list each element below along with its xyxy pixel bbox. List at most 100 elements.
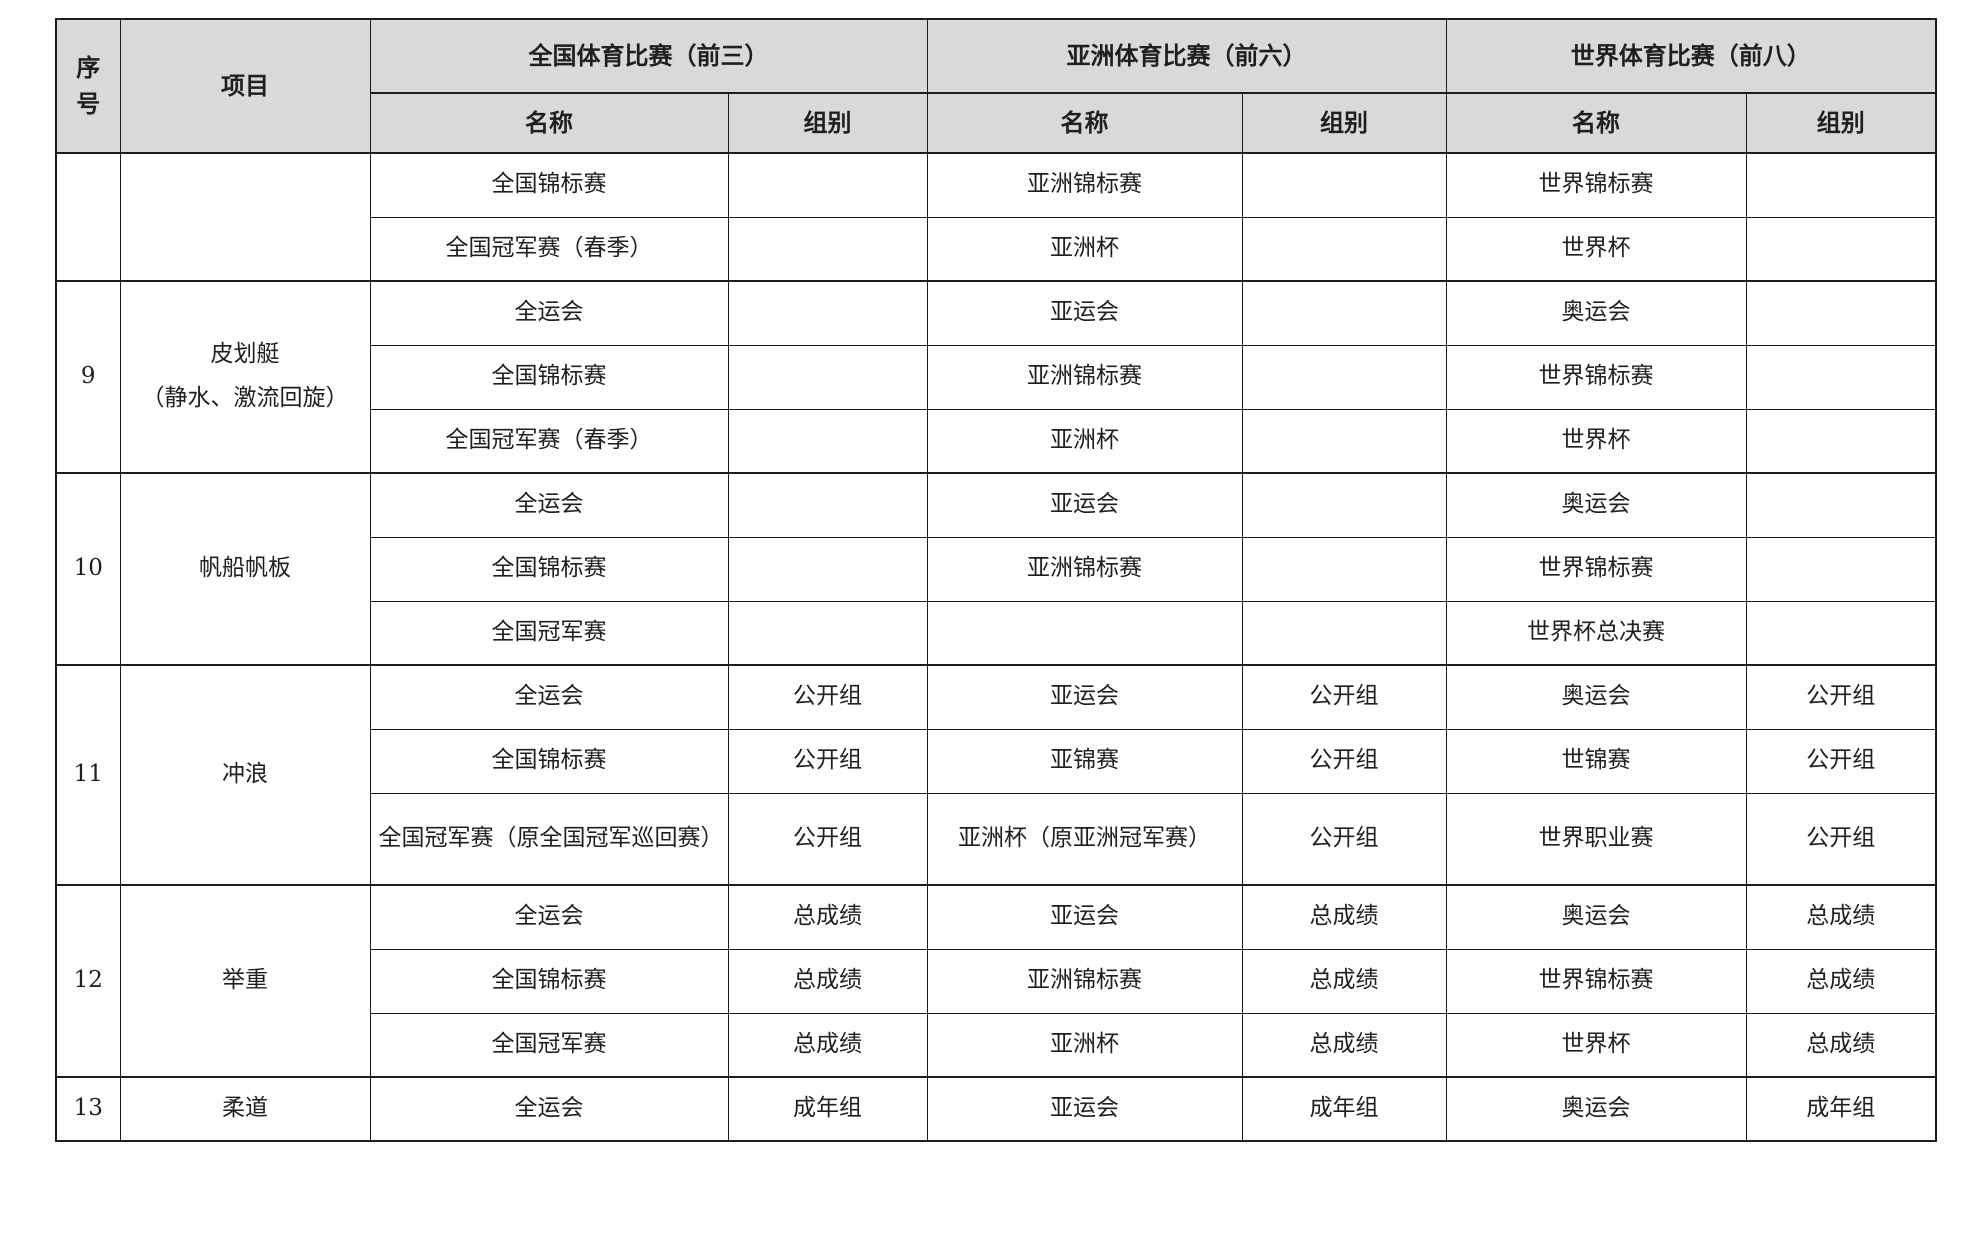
- seq-cell: 12: [55, 884, 121, 1078]
- national-group-cell: 公开组: [727, 664, 928, 730]
- national-group-cell: [727, 280, 928, 346]
- national-name-cell: 全国锦标赛: [369, 536, 729, 602]
- national-group-cell: [727, 472, 928, 538]
- asian-group-cell: [1241, 536, 1447, 602]
- world-name-cell: 世锦赛: [1445, 728, 1747, 794]
- header-seq-line2: 号: [76, 89, 101, 118]
- asian-name-cell: 亚洲杯（原亚洲冠军赛）: [926, 792, 1243, 886]
- item-line1: 皮划艇: [210, 341, 280, 368]
- national-group-cell: 总成绩: [727, 884, 928, 950]
- item-line1: 帆船帆板: [199, 555, 291, 582]
- table-row: 11 冲浪 全运会 公开组 亚运会 公开组 奥运会 公开组: [55, 664, 1937, 886]
- seq-cell: 11: [55, 664, 121, 886]
- world-group-cell: [1745, 536, 1937, 602]
- world-group-cell: [1745, 472, 1937, 538]
- world-group-cell: 总成绩: [1745, 1012, 1937, 1078]
- asian-group-cell: 总成绩: [1241, 948, 1447, 1014]
- asian-name-cell: 亚运会: [926, 472, 1243, 538]
- asian-group-cell: [1241, 600, 1447, 666]
- asian-name-cell: 亚洲杯: [926, 216, 1243, 282]
- world-name-cell: 世界锦标赛: [1445, 536, 1747, 602]
- asian-group-cell: 成年组: [1241, 1076, 1447, 1142]
- world-name-cell: 世界杯: [1445, 1012, 1747, 1078]
- header-group-national: 全国体育比赛（前三）: [369, 18, 928, 94]
- national-name-cell: 全国冠军赛（春季）: [369, 408, 729, 474]
- header-seq: 序 号: [55, 18, 121, 154]
- world-name-cell: 世界杯总决赛: [1445, 600, 1747, 666]
- national-name-cell: 全运会: [369, 280, 729, 346]
- world-name-cell: 世界职业赛: [1445, 792, 1747, 886]
- asian-group-cell: 公开组: [1241, 728, 1447, 794]
- item-line1: 柔道: [222, 1095, 268, 1122]
- competition-ranking-table: 序 号 项目 全国体育比赛（前三） 亚洲体育比赛（前六） 世界体育比赛（前八） …: [55, 18, 1937, 1142]
- table-row: 全国锦标赛 亚洲锦标赛 世界锦标赛: [55, 152, 1937, 282]
- world-group-cell: 公开组: [1745, 728, 1937, 794]
- table-row: 13 柔道 全运会 成年组 亚运会 成年组 奥运会 成年组: [55, 1076, 1937, 1142]
- asian-name-cell: 亚洲锦标赛: [926, 536, 1243, 602]
- table-row: 全国锦标赛 亚洲锦标赛 世界锦标赛: [56, 536, 1937, 602]
- national-name-cell: 全国冠军赛（原全国冠军巡回赛）: [369, 792, 729, 886]
- asian-group-cell: [1241, 216, 1447, 282]
- world-group-cell: [1745, 600, 1937, 666]
- world-name-cell: 世界锦标赛: [1445, 152, 1747, 218]
- national-group-cell: [727, 600, 928, 666]
- national-group-cell: [727, 408, 928, 474]
- header-national-group: 组别: [727, 92, 928, 154]
- header-asian-name: 名称: [926, 92, 1243, 154]
- item-cell: 帆船帆板: [119, 472, 371, 666]
- national-name-cell: 全国冠军赛: [369, 1012, 729, 1078]
- header-national-name: 名称: [369, 92, 729, 154]
- world-name-cell: 奥运会: [1445, 280, 1747, 346]
- national-group-cell: 公开组: [727, 792, 928, 886]
- world-name-cell: 世界锦标赛: [1445, 344, 1747, 410]
- world-group-cell: [1745, 344, 1937, 410]
- world-group-cell: 公开组: [1745, 792, 1937, 886]
- world-group-cell: 总成绩: [1745, 948, 1937, 1014]
- asian-group-cell: 总成绩: [1241, 1012, 1447, 1078]
- national-group-cell: [727, 216, 928, 282]
- item-cell: [119, 152, 371, 282]
- world-group-cell: 成年组: [1745, 1076, 1937, 1142]
- asian-name-cell: 亚锦赛: [926, 728, 1243, 794]
- table-row: 9 皮划艇 （静水、激流回旋） 全运会 亚运会 奥运会: [55, 280, 1937, 474]
- header-group-world: 世界体育比赛（前八）: [1445, 18, 1937, 94]
- world-name-cell: 奥运会: [1445, 884, 1747, 950]
- world-group-cell: [1745, 216, 1937, 282]
- national-group-cell: 总成绩: [727, 1012, 928, 1078]
- world-name-cell: 世界杯: [1445, 216, 1747, 282]
- item-line2: （静水、激流回旋）: [141, 385, 349, 411]
- header-world-group: 组别: [1745, 92, 1937, 154]
- seq-cell: 13: [55, 1076, 121, 1142]
- item-line1: 冲浪: [222, 761, 268, 788]
- header-seq-line1: 序: [76, 53, 101, 82]
- world-name-cell: 世界杯: [1445, 408, 1747, 474]
- world-name-cell: 奥运会: [1445, 472, 1747, 538]
- asian-name-cell: [926, 600, 1243, 666]
- table-header-row-2: 名称 组别 名称 组别 名称 组别: [56, 92, 1937, 154]
- asian-name-cell: 亚洲杯: [926, 1012, 1243, 1078]
- national-group-cell: 总成绩: [727, 948, 928, 1014]
- table-row: 全国冠军赛 总成绩 亚洲杯 总成绩 世界杯 总成绩: [56, 1012, 1937, 1078]
- header-asian-group: 组别: [1241, 92, 1447, 154]
- world-name-cell: 奥运会: [1445, 664, 1747, 730]
- asian-group-cell: 公开组: [1241, 792, 1447, 886]
- seq-cell: 9: [55, 280, 121, 474]
- asian-name-cell: 亚洲锦标赛: [926, 948, 1243, 1014]
- national-name-cell: 全国锦标赛: [369, 728, 729, 794]
- national-group-cell: [727, 536, 928, 602]
- world-name-cell: 奥运会: [1445, 1076, 1747, 1142]
- asian-name-cell: 亚洲锦标赛: [926, 344, 1243, 410]
- item-cell: 皮划艇 （静水、激流回旋）: [119, 280, 371, 474]
- world-group-cell: 总成绩: [1745, 884, 1937, 950]
- asian-group-cell: [1241, 344, 1447, 410]
- header-world-name: 名称: [1445, 92, 1747, 154]
- table-row: 10 帆船帆板 全运会 亚运会 奥运会: [55, 472, 1937, 666]
- national-name-cell: 全国冠军赛: [369, 600, 729, 666]
- asian-name-cell: 亚运会: [926, 664, 1243, 730]
- asian-group-cell: [1241, 472, 1447, 538]
- national-group-cell: [727, 344, 928, 410]
- national-name-cell: 全国冠军赛（春季）: [369, 216, 729, 282]
- asian-group-cell: 总成绩: [1241, 884, 1447, 950]
- asian-name-cell: 亚洲锦标赛: [926, 152, 1243, 218]
